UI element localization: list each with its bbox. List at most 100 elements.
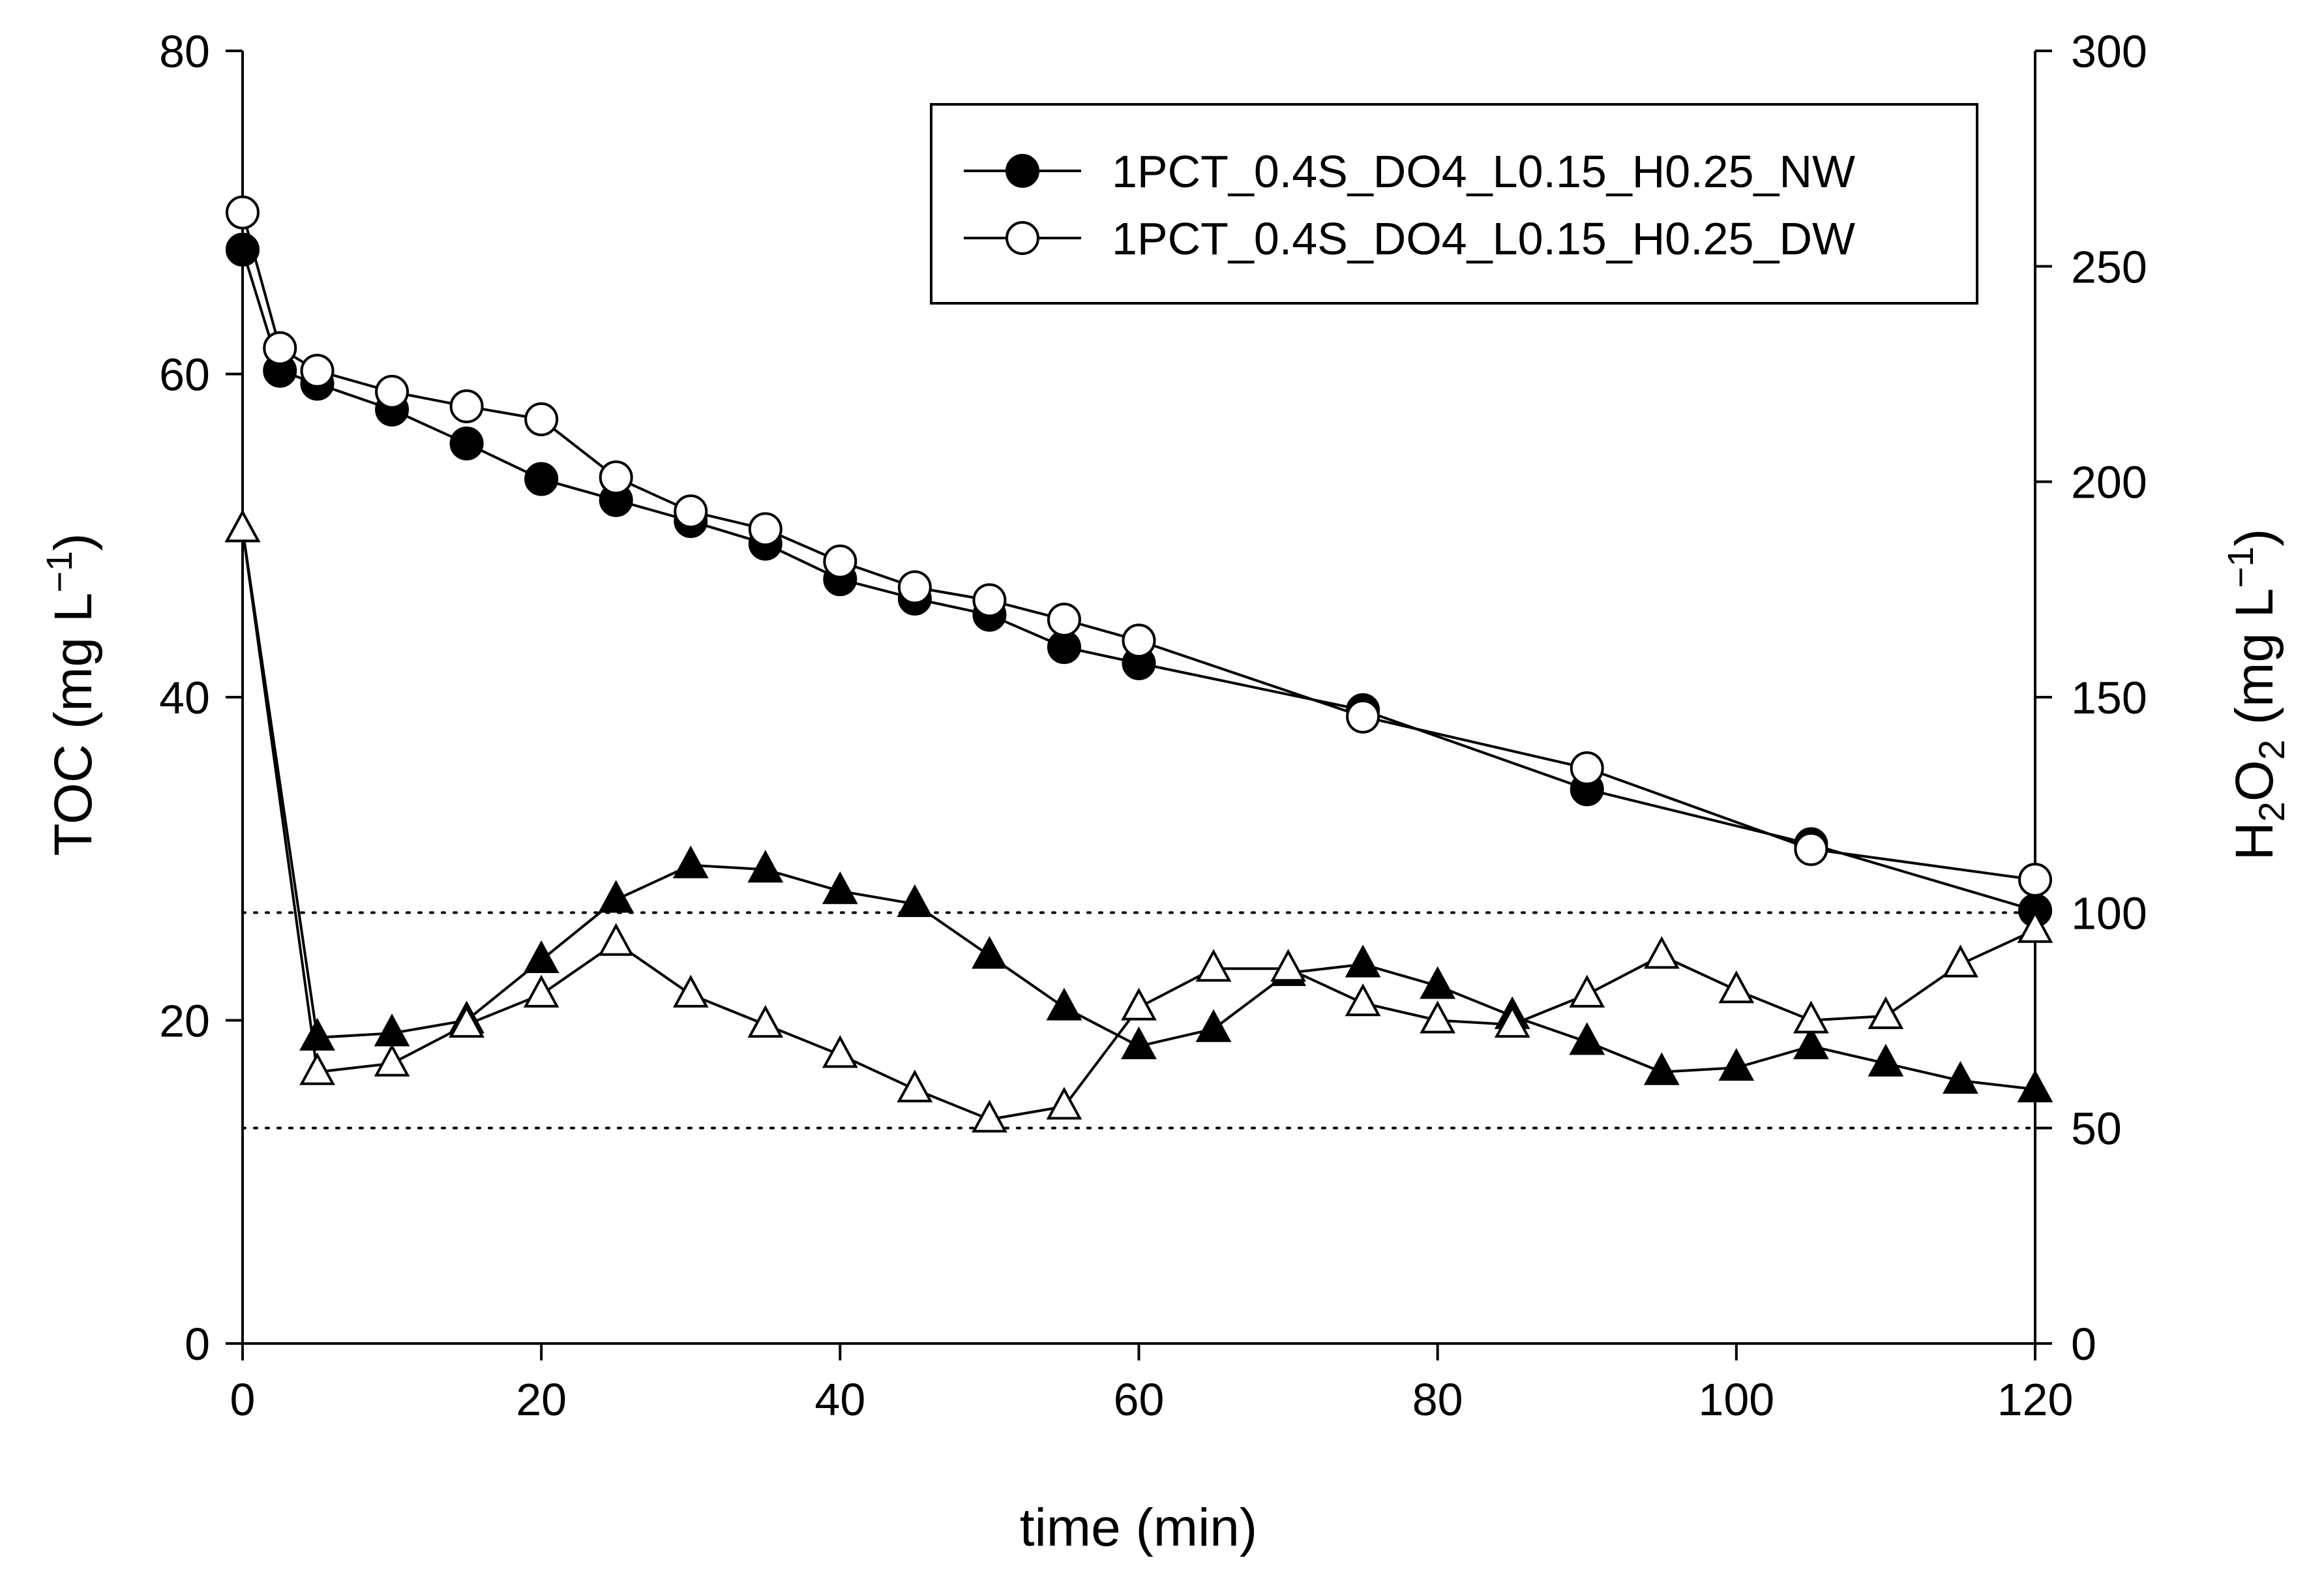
data-point-triangle [1569,974,1605,1008]
y-left-tick-label: 20 [159,996,210,1047]
right-y-axis-title-sup: −1 [2220,547,2261,588]
data-point-circle [2018,862,2052,897]
data-point-triangle [2017,910,2053,943]
y-left-tick-label: 80 [159,26,210,77]
data-point-triangle [897,884,933,918]
legend: 1PCT_0.4S_DO4_L0.15_H0.25_NW 1PCT_0.4S_D… [930,103,1978,305]
left-y-axis-title-sup: −1 [38,551,80,593]
data-point-circle [524,402,559,436]
data-point-circle [263,331,297,365]
y-left-tick-label: 40 [159,672,210,723]
right-y-axis-title-close: ) [2225,529,2284,547]
data-point-triangle [2017,1070,2053,1103]
data-point-triangle [1270,949,1306,982]
data-point-triangle [1569,1022,1605,1055]
left-y-axis-title: TOC (mg L−1) [38,533,103,856]
x-tick-label: 100 [1698,1374,1774,1425]
data-point-circle [375,374,410,409]
data-point-triangle [449,1004,484,1038]
data-point-triangle [598,880,634,913]
x-tick-label: 120 [1997,1374,2074,1425]
data-point-circle [226,195,260,230]
right-y-axis-title: H2O2 (mg L−1) [2220,529,2292,861]
right-y-axis-title-o: O [2225,760,2284,802]
data-point-triangle [1868,1043,1904,1077]
data-point-circle [674,494,708,529]
y-right-tick-label: 50 [2071,1103,2122,1154]
legend-label-nw: 1PCT_0.4S_DO4_L0.15_H0.25_NW [1112,146,1855,197]
data-point-triangle [672,974,709,1008]
data-point-triangle [1345,944,1381,978]
data-point-triangle [1195,1009,1232,1042]
series-line [241,212,2036,881]
y-right-tick-label: 300 [2071,26,2147,77]
right-y-axis-title-rest: (mg L [2225,588,2284,740]
y-left-tick-label: 60 [159,350,210,400]
data-point-triangle [224,509,261,543]
data-point-circle [1794,832,1828,866]
data-point-circle [300,353,335,388]
data-point-triangle [747,850,784,883]
data-point-circle [823,544,857,578]
legend-box [930,103,1978,305]
data-point-triangle [523,940,559,974]
data-point-triangle [1121,1026,1157,1060]
data-point-triangle [1643,936,1680,969]
data-point-triangle [822,871,858,905]
data-point-circle [748,512,782,547]
ticks: 0 20 40 60 80 100 1200204060800501001502002503… [159,26,2147,1425]
left-y-axis-title-base: TOC (mg L [44,593,103,856]
data-point-triangle [299,1017,335,1051]
data-point-triangle [1420,966,1456,999]
data-point-triangle [1046,1087,1082,1120]
reference-lines [241,911,2036,1130]
data-point-triangle [747,1004,784,1038]
legend-marker-filled-circle [1006,154,1039,188]
data-point-triangle [1868,996,1904,1029]
y-right-tick-label: 200 [2071,457,2147,508]
data-point-triangle [1046,987,1082,1021]
data-point-triangle [972,1100,1007,1133]
data-point-circle [524,462,559,496]
data-point-triangle [1494,1004,1530,1038]
data-point-circle [449,389,484,424]
data-point-triangle [1793,1000,1829,1034]
series-0-filled-circle [226,232,2052,928]
data-point-triangle [299,1052,335,1085]
data-point-triangle [1195,949,1232,982]
data-point-triangle [1943,944,1978,978]
data-point-triangle [822,1035,858,1068]
data-point-triangle [523,974,559,1008]
right-y-axis-title-sub2: 2 [2251,740,2292,760]
right-y-axis-title-h: H [2225,822,2284,860]
data-point-circle [449,427,484,461]
x-axis-title: time (min) [1020,1498,1257,1557]
data-point-circle [1047,603,1081,637]
data-point-triangle [897,1070,933,1103]
data-point-triangle [374,1043,410,1077]
legend-label-dw: 1PCT_0.4S_DO4_L0.15_H0.25_DW [1112,213,1855,264]
x-tick-label: 60 [1114,1374,1165,1425]
y-right-tick-label: 0 [2071,1319,2096,1370]
series [224,195,2053,1133]
data-point-triangle [972,936,1007,969]
data-point-triangle [1643,1052,1680,1085]
data-point-circle [972,583,1007,618]
x-tick-label: 80 [1412,1374,1463,1425]
y-right-tick-label: 150 [2071,672,2147,723]
data-point-triangle [1718,1047,1755,1081]
data-point-triangle [1121,987,1157,1021]
data-point-triangle [1345,983,1381,1017]
right-y-axis-title-sub1: 2 [2251,802,2292,822]
series-3-open-triangle [224,509,2053,1133]
data-point-triangle [1793,1026,1829,1060]
data-point-circle [1570,751,1604,786]
x-tick-label: 0 [230,1374,256,1425]
y-left-tick-label: 0 [185,1319,210,1370]
data-point-triangle [672,845,709,878]
x-tick-label: 20 [516,1374,567,1425]
data-point-triangle [1420,1000,1456,1034]
series-line [241,249,2036,912]
